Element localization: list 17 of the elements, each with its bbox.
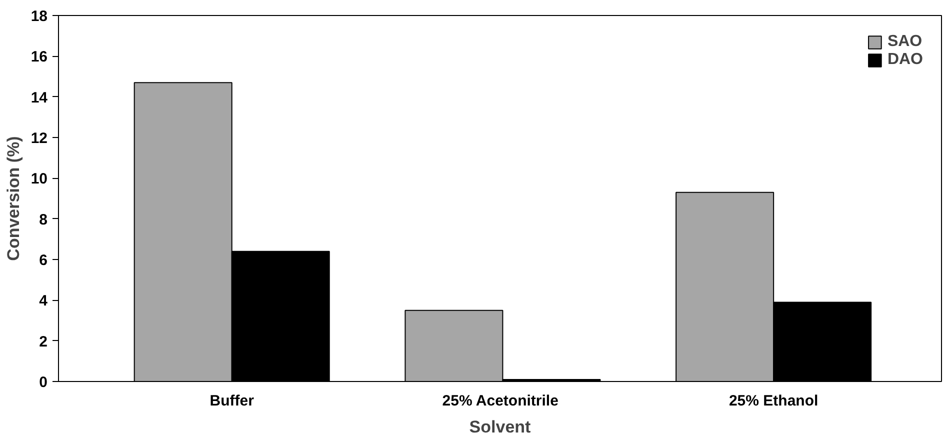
y-tick-label: 10 bbox=[30, 170, 48, 188]
x-axis-title: Solvent bbox=[469, 418, 532, 436]
legend-label: SAO bbox=[887, 33, 922, 51]
y-tick-label: 6 bbox=[39, 252, 48, 269]
x-tick-label: Buffer bbox=[210, 392, 254, 410]
y-tick-label: 2 bbox=[39, 333, 48, 350]
y-axis-title: Conversion (%) bbox=[4, 136, 23, 261]
y-tick-label: 16 bbox=[30, 48, 48, 66]
y-tick-label: 0 bbox=[39, 374, 48, 391]
x-tick-label: 25% Acetonitrile bbox=[442, 392, 558, 410]
y-tick-label: 8 bbox=[39, 211, 48, 228]
y-tick-label: 18 bbox=[30, 8, 48, 25]
y-tick-label: 14 bbox=[30, 89, 48, 106]
legend-label: DAO bbox=[887, 51, 923, 69]
y-tick-label: 4 bbox=[39, 292, 48, 310]
y-tick-label: 12 bbox=[30, 130, 48, 147]
x-tick-label: 25% Ethanol bbox=[728, 392, 818, 410]
